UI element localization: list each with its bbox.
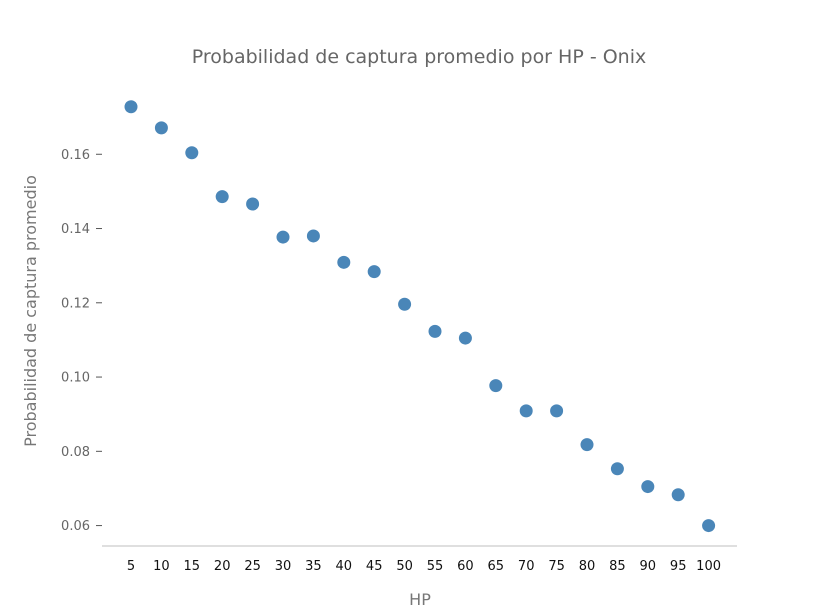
chart-title: Probabilidad de captura promedio por HP … — [192, 46, 647, 68]
x-tick-label: 65 — [488, 559, 505, 574]
data-point — [519, 404, 533, 418]
x-axis-label: HP — [409, 590, 431, 609]
y-tick-label: 0.06 — [61, 519, 90, 534]
x-tick-label: 25 — [244, 559, 261, 574]
data-point — [580, 438, 594, 452]
y-tick-label: 0.08 — [61, 445, 90, 460]
data-point — [702, 519, 716, 533]
data-point — [428, 324, 442, 338]
data-point — [337, 255, 351, 269]
data-point — [185, 146, 199, 160]
y-tick-label: 0.14 — [61, 222, 90, 237]
y-axis-label: Probabilidad de captura promedio — [21, 175, 40, 447]
data-point — [489, 379, 503, 393]
x-ticks: 5 10 15 20 25 30 35 40 45 50 55 60 65 70 75 80 85 90 95 100 — [127, 559, 721, 574]
x-tick-label: 50 — [396, 559, 413, 574]
data-point — [641, 480, 655, 494]
data-point — [610, 462, 624, 476]
x-tick-label: 15 — [184, 559, 201, 574]
y-tick-label: 0.12 — [61, 296, 90, 311]
x-tick-label: 70 — [518, 559, 535, 574]
x-tick-label: 85 — [609, 559, 626, 574]
x-tick-label: 95 — [670, 559, 687, 574]
data-point — [215, 190, 229, 204]
data-point — [550, 404, 564, 418]
data-point — [367, 265, 381, 279]
data-point — [671, 488, 685, 502]
x-tick-label: 40 — [336, 559, 353, 574]
x-tick-label: 90 — [640, 559, 657, 574]
x-tick-label: 80 — [579, 559, 596, 574]
y-ticks: 0.06 0.08 0.10 0.12 0.14 0.16 — [61, 148, 102, 534]
data-point — [124, 100, 138, 114]
data-point — [458, 331, 472, 345]
x-tick-label: 75 — [548, 559, 565, 574]
data-point — [306, 229, 320, 243]
data-point — [246, 197, 260, 211]
data-point — [398, 297, 412, 311]
x-tick-label: 5 — [127, 559, 135, 574]
data-point — [276, 230, 290, 244]
x-tick-label: 60 — [457, 559, 474, 574]
y-tick-label: 0.10 — [61, 371, 90, 386]
y-tick-label: 0.16 — [61, 148, 90, 163]
x-tick-label: 45 — [366, 559, 383, 574]
x-tick-label: 10 — [153, 559, 170, 574]
x-tick-label: 55 — [427, 559, 444, 574]
x-tick-label: 20 — [214, 559, 231, 574]
data-points — [124, 100, 716, 533]
x-tick-label: 30 — [275, 559, 292, 574]
x-tick-label: 100 — [696, 559, 721, 574]
x-tick-label: 35 — [305, 559, 322, 574]
data-point — [154, 121, 168, 135]
